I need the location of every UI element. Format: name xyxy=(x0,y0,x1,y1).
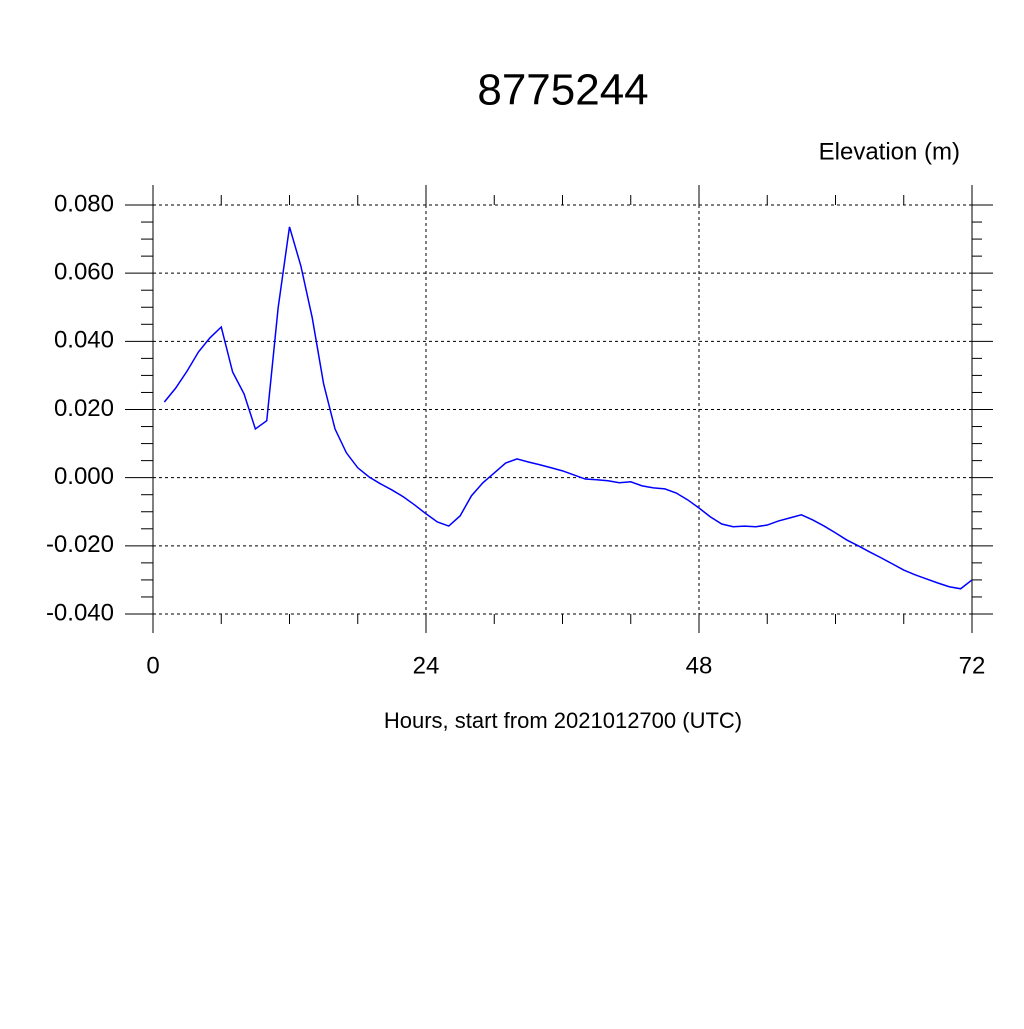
x-axis-label: Hours, start from 2021012700 (UTC) xyxy=(384,708,742,733)
chart-title: 8775244 xyxy=(477,66,648,115)
x-tick-label: 48 xyxy=(686,652,713,679)
y-tick-label: 0.040 xyxy=(54,327,114,354)
y-tick-label: 0.060 xyxy=(54,259,114,286)
y-tick-label: 0.080 xyxy=(54,190,114,217)
y-tick-label: -0.040 xyxy=(46,599,114,626)
x-tick-label: 72 xyxy=(959,652,986,679)
y-tick-label: 0.020 xyxy=(54,395,114,422)
y-tick-label: -0.020 xyxy=(46,531,114,558)
x-tick-label: 24 xyxy=(413,652,440,679)
data-line xyxy=(163,226,973,590)
y-axis-label: Elevation (m) xyxy=(819,138,960,165)
x-tick-label: 0 xyxy=(146,652,159,679)
y-tick-label: 0.000 xyxy=(54,463,114,490)
